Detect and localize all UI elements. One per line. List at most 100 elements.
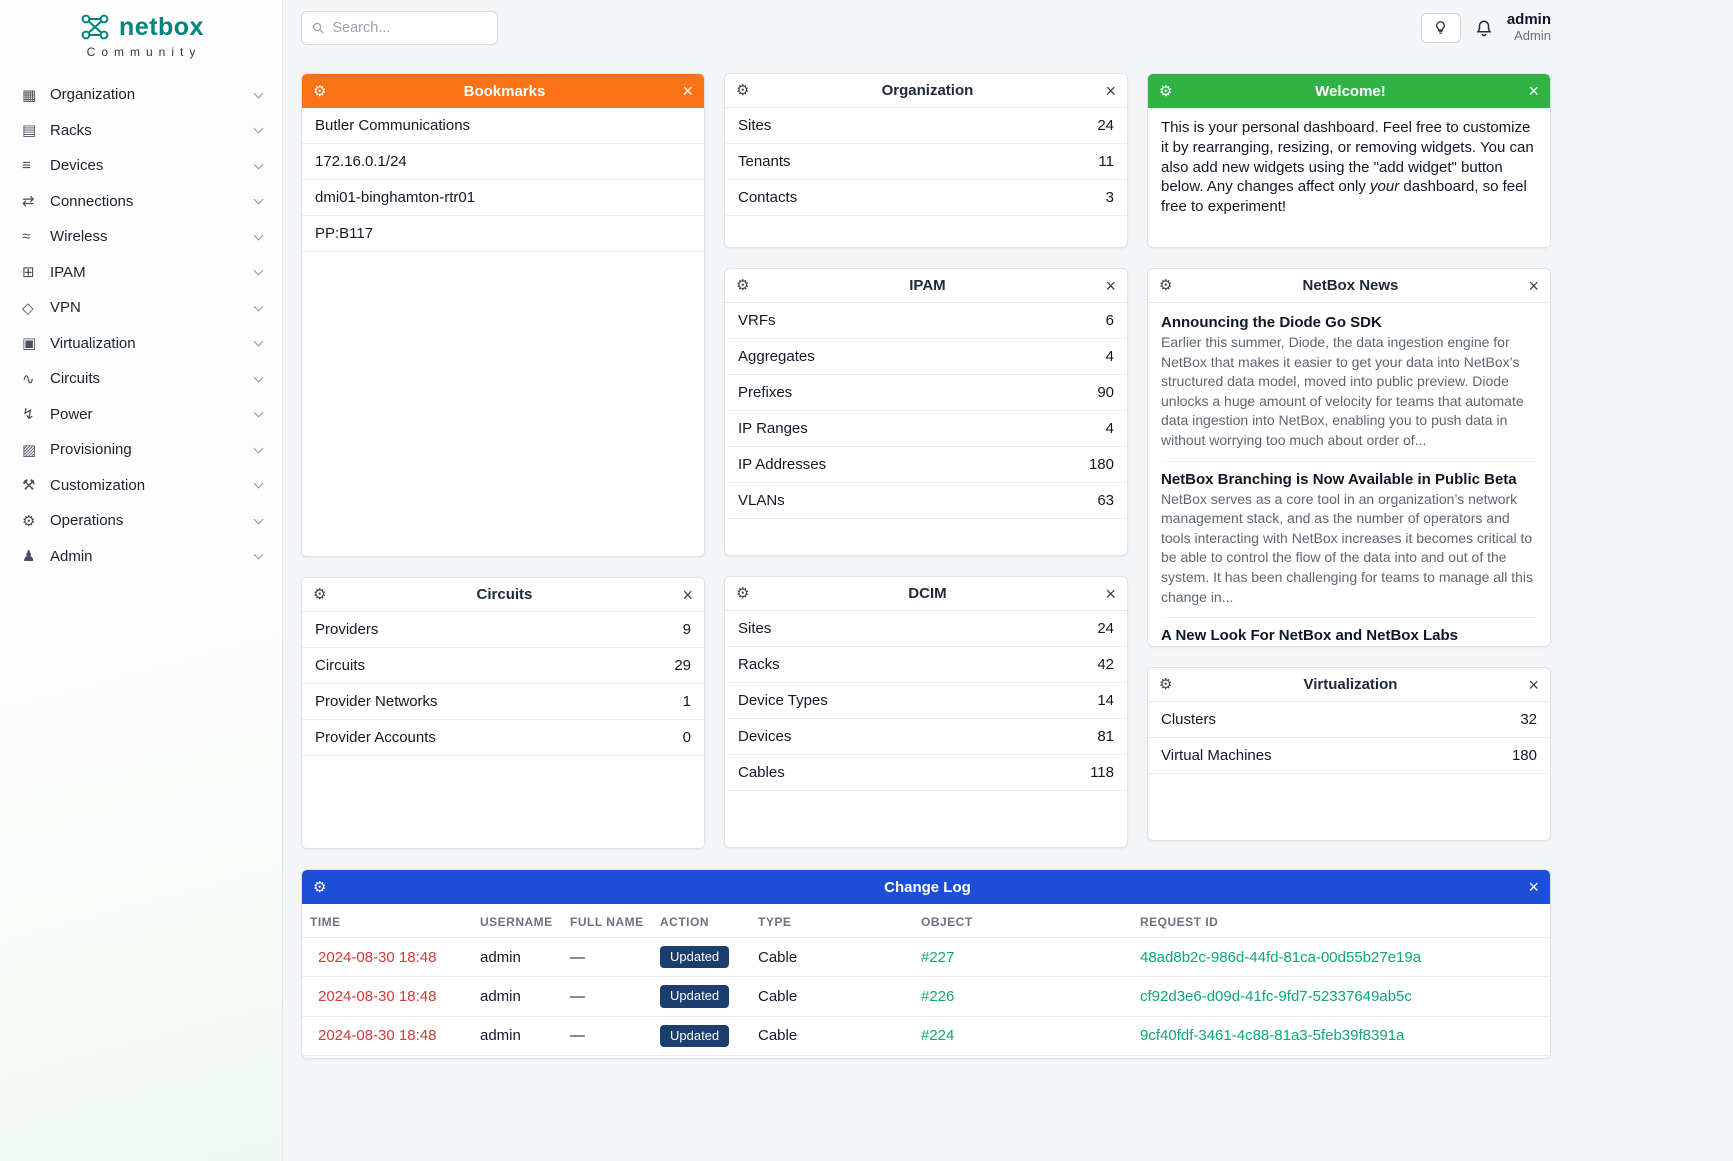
gear-icon[interactable]: ⚙ [313, 586, 327, 603]
sidebar-item-racks[interactable]: ▤ Racks [0, 113, 282, 149]
changelog-object-link[interactable]: #224 [921, 1027, 955, 1045]
sidebar-item-customization[interactable]: ⚒ Customization [0, 468, 282, 504]
search-box[interactable] [301, 10, 498, 45]
stat-row[interactable]: Aggregates 4 [725, 339, 1127, 375]
sidebar-item-organization[interactable]: ▦ Organization [0, 77, 282, 113]
stat-label[interactable]: Devices [738, 728, 792, 745]
sidebar-item-label: Devices [50, 157, 104, 175]
stat-label[interactable]: VRFs [738, 312, 776, 329]
changelog-request-id-link[interactable]: 9cf40fdf-3461-4c88-81a3-5feb39f8391a [1140, 1027, 1405, 1045]
changelog-time-link[interactable]: 2024-08-30 18:48 [318, 948, 437, 966]
sidebar-item-admin[interactable]: ♟ Admin [0, 539, 282, 575]
stat-row[interactable]: Contacts 3 [725, 180, 1127, 216]
stat-label[interactable]: Device Types [738, 692, 828, 709]
gear-icon[interactable]: ⚙ [736, 277, 750, 294]
notifications-button[interactable] [1475, 19, 1493, 37]
stat-label[interactable]: Circuits [315, 657, 366, 674]
sidebar-item-provisioning[interactable]: ▨ Provisioning [0, 432, 282, 468]
bookmark-item[interactable]: dmi01-binghamton-rtr01 [302, 180, 704, 216]
stat-row[interactable]: Sites 24 [725, 108, 1127, 144]
changelog-time-link[interactable]: 2024-08-30 18:48 [318, 1027, 437, 1045]
sidebar-item-ipam[interactable]: ⊞ IPAM [0, 255, 282, 291]
gear-icon[interactable]: ⚙ [1159, 277, 1173, 294]
user-menu[interactable]: admin Admin [1507, 11, 1551, 43]
stat-label[interactable]: Clusters [1161, 711, 1217, 728]
stat-row[interactable]: VRFs 6 [725, 303, 1127, 339]
bookmark-item[interactable]: Butler Communications [302, 108, 704, 144]
news-item-title[interactable]: Announcing the Diode Go SDK [1161, 314, 1382, 331]
stat-row[interactable]: VLANs 63 [725, 483, 1127, 519]
changelog-object-link[interactable]: #227 [921, 948, 955, 966]
stat-label[interactable]: VLANs [738, 492, 785, 509]
sidebar-item-connections[interactable]: ⇄ Connections [0, 184, 282, 220]
stat-label[interactable]: Prefixes [738, 384, 793, 401]
stat-row[interactable]: Device Types 14 [725, 683, 1127, 719]
sidebar-item-devices[interactable]: ≡ Devices [0, 148, 282, 184]
sidebar-item-power[interactable]: ↯ Power [0, 397, 282, 433]
changelog-request-id-link[interactable]: cf92d3e6-d09d-41fc-9fd7-52337649ab5c [1140, 987, 1412, 1005]
stat-row[interactable]: Virtual Machines 180 [1148, 738, 1550, 774]
stat-row[interactable]: IP Addresses 180 [725, 447, 1127, 483]
stat-row[interactable]: Clusters 32 [1148, 702, 1550, 738]
sidebar-item-wireless[interactable]: ≈ Wireless [0, 219, 282, 255]
stat-row[interactable]: Sites 24 [725, 611, 1127, 647]
stat-row[interactable]: Provider Networks 1 [302, 684, 704, 720]
gear-icon[interactable]: ⚙ [313, 878, 327, 896]
stat-row[interactable]: Devices 81 [725, 719, 1127, 755]
close-icon[interactable]: × [1105, 583, 1116, 604]
sidebar-item-virtualization[interactable]: ▣ Virtualization [0, 326, 282, 362]
stat-row[interactable]: Prefixes 90 [725, 375, 1127, 411]
theme-toggle-button[interactable] [1420, 12, 1461, 43]
stat-label[interactable]: Contacts [738, 189, 798, 206]
changelog-request-id-link[interactable]: 48ad8b2c-986d-44fd-81ca-00d55b27e19a [1140, 948, 1422, 966]
news-item-title[interactable]: NetBox Branching is Now Available in Pub… [1161, 470, 1517, 488]
stat-label[interactable]: Racks [738, 656, 780, 673]
sidebar-item-operations[interactable]: ⚙ Operations [0, 503, 282, 539]
bookmarks-list: Butler Communications 172.16.0.1/24 dmi0… [302, 108, 704, 252]
news-item: Announcing the Diode Go SDK Earlier this… [1161, 305, 1537, 462]
gear-icon[interactable]: ⚙ [1159, 82, 1173, 100]
stat-label[interactable]: Tenants [738, 153, 791, 170]
stat-label[interactable]: Virtual Machines [1161, 747, 1272, 764]
close-icon[interactable]: × [682, 584, 693, 605]
sidebar-item-label: Circuits [50, 370, 101, 388]
stat-label[interactable]: Providers [315, 621, 379, 638]
stat-label[interactable]: Provider Accounts [315, 729, 436, 746]
wireless-icon: ≈ [22, 228, 31, 246]
search-input[interactable] [332, 19, 487, 36]
sidebar-item-circuits[interactable]: ∿ Circuits [0, 361, 282, 397]
close-icon[interactable]: × [1528, 275, 1539, 296]
close-icon[interactable]: × [682, 81, 693, 101]
stat-row[interactable]: Circuits 29 [302, 648, 704, 684]
gear-icon[interactable]: ⚙ [313, 82, 327, 100]
close-icon[interactable]: × [1528, 674, 1539, 695]
stat-label[interactable]: Sites [738, 117, 772, 134]
gear-icon[interactable]: ⚙ [736, 585, 750, 602]
close-icon[interactable]: × [1105, 275, 1116, 296]
stat-row[interactable]: Providers 9 [302, 612, 704, 648]
stat-label[interactable]: IP Ranges [738, 420, 808, 437]
close-icon[interactable]: × [1528, 877, 1539, 897]
news-item-title[interactable]: A New Look For NetBox and NetBox Labs [1161, 627, 1458, 645]
stat-row[interactable]: Provider Accounts 0 [302, 720, 704, 756]
changelog-time-link[interactable]: 2024-08-30 18:48 [318, 987, 437, 1005]
gear-icon[interactable]: ⚙ [736, 82, 750, 99]
stat-label[interactable]: Sites [738, 620, 772, 637]
stat-row[interactable]: IP Ranges 4 [725, 411, 1127, 447]
brand[interactable]: netbox Community [0, 0, 282, 61]
stat-label[interactable]: Cables [738, 764, 785, 781]
close-icon[interactable]: × [1528, 81, 1539, 101]
bookmark-item[interactable]: 172.16.0.1/24 [302, 144, 704, 180]
stat-row[interactable]: Racks 42 [725, 647, 1127, 683]
stat-label[interactable]: Provider Networks [315, 693, 438, 710]
stat-label[interactable]: IP Addresses [738, 456, 827, 473]
widget-dcim: ⚙ DCIM × Sites 24 Racks 42 [724, 576, 1128, 848]
sidebar-item-vpn[interactable]: ◇ VPN [0, 290, 282, 326]
stat-row[interactable]: Cables 118 [725, 755, 1127, 791]
stat-row[interactable]: Tenants 11 [725, 144, 1127, 180]
changelog-object-link[interactable]: #226 [921, 987, 955, 1005]
close-icon[interactable]: × [1105, 80, 1116, 101]
bookmark-item[interactable]: PP:B117 [302, 216, 704, 252]
stat-label[interactable]: Aggregates [738, 348, 815, 365]
gear-icon[interactable]: ⚙ [1159, 676, 1173, 693]
